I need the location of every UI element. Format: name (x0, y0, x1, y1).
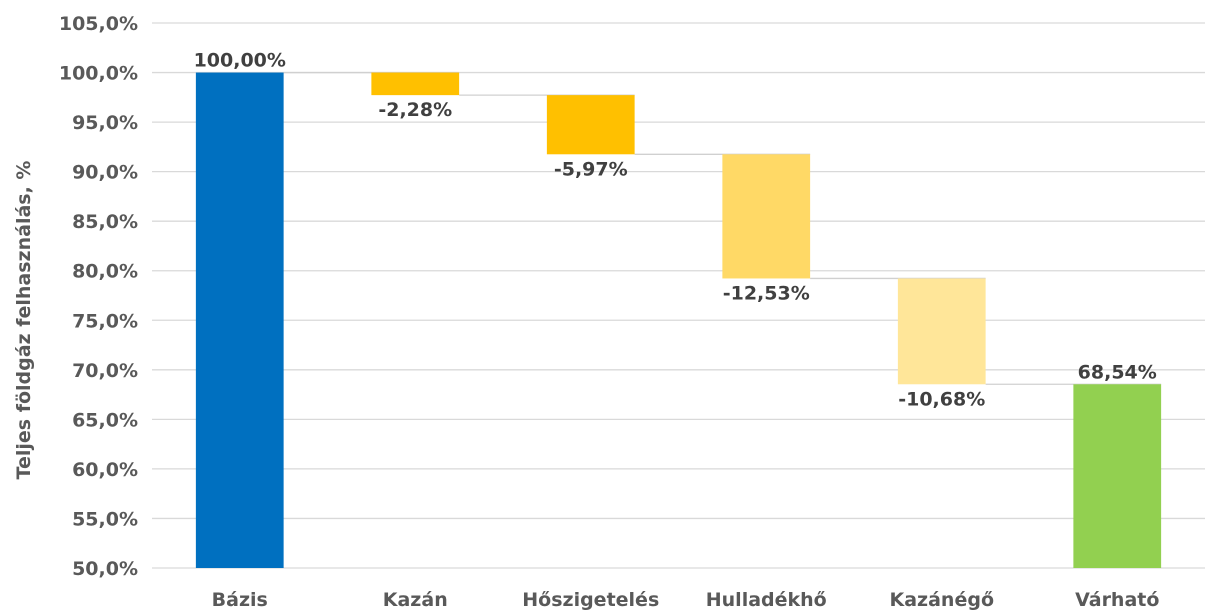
bar-hőszigetelés (547, 95, 635, 154)
y-tick-label: 95,0% (72, 112, 138, 134)
y-tick-label: 75,0% (72, 310, 138, 332)
y-tick-label: 55,0% (72, 508, 138, 530)
y-tick-label: 85,0% (72, 211, 138, 233)
x-category-label: Bázis (212, 589, 268, 611)
y-tick-label: 105,0% (59, 13, 138, 35)
data-labels: 100,00% -2,28% -5,97% -12,53% -10,68% 68,54% (194, 50, 1157, 411)
y-tick-label: 60,0% (72, 459, 138, 481)
x-category-label: Várható (1075, 589, 1159, 611)
x-category-label: Kazán (383, 589, 448, 611)
y-tick-label: 70,0% (72, 360, 138, 382)
data-label: -2,28% (378, 99, 452, 121)
y-tick-label: 100,0% (59, 63, 138, 85)
y-tick-label: 90,0% (72, 162, 138, 184)
bar-várható (1073, 384, 1161, 568)
y-tick-label: 50,0% (72, 558, 138, 580)
x-category-label: Hulladékhő (706, 589, 827, 611)
bar-hulladékhő (722, 154, 810, 278)
x-category-label: Kazánégő (890, 589, 995, 611)
bar-bázis (196, 73, 284, 568)
y-axis-tick-labels: 50,0% 55,0% 60,0% 65,0% 70,0% 75,0% 80,0% 85,0%… (59, 13, 138, 580)
x-category-label: Hőszigetelés (522, 589, 659, 611)
x-axis-category-labels: Bázis Kazán Hőszigetelés Hulladékhő Kazánégő… (212, 589, 1160, 611)
gridlines (152, 23, 1205, 568)
bar-kazánégő (898, 278, 986, 384)
y-axis-title: Teljes földgáz felhasználás, % (13, 161, 35, 480)
y-tick-label: 65,0% (72, 409, 138, 431)
data-label: 68,54% (1078, 361, 1157, 383)
data-label: -10,68% (898, 388, 985, 410)
data-label: -12,53% (723, 282, 810, 304)
data-label: 100,00% (194, 50, 286, 72)
y-tick-label: 80,0% (72, 261, 138, 283)
data-label: -5,97% (554, 158, 628, 180)
bar-kazán (371, 73, 459, 96)
